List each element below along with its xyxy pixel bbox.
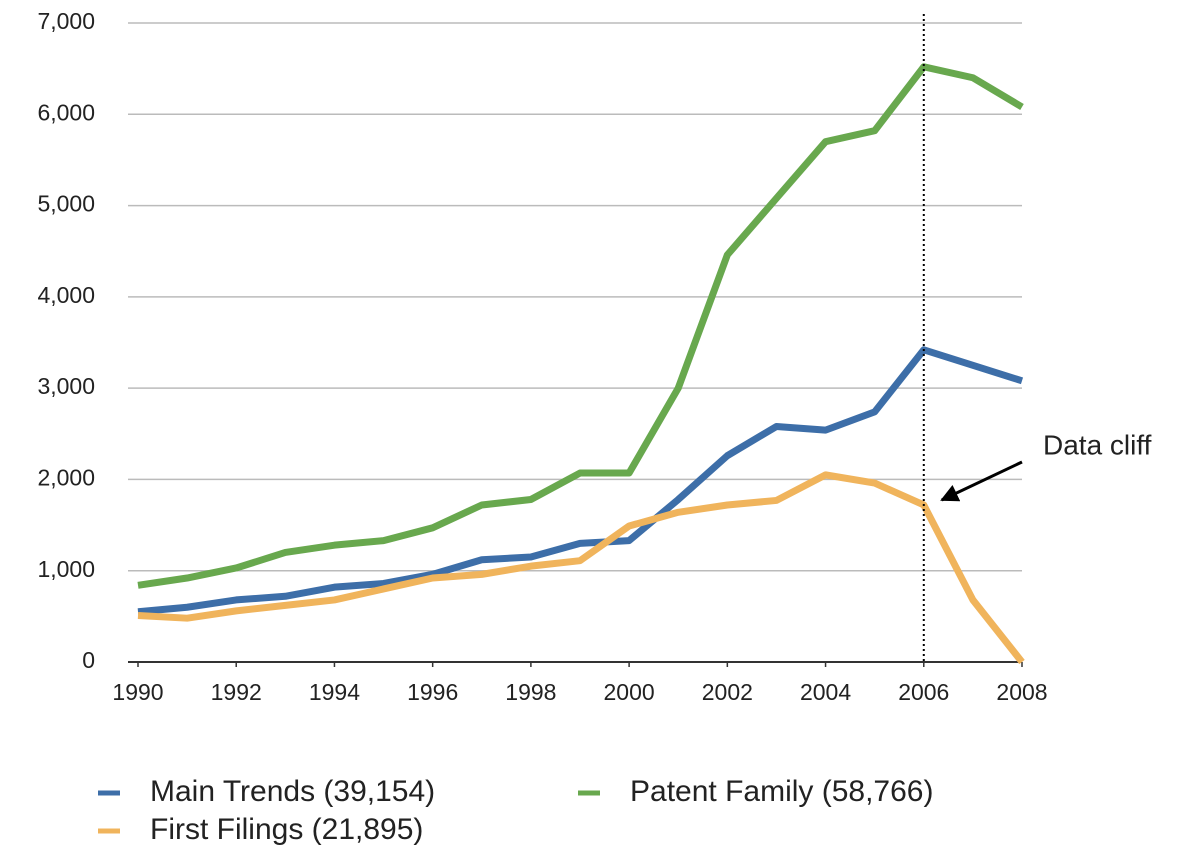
x-tick-label: 1994: [309, 679, 360, 705]
x-tick-label: 1996: [407, 679, 458, 705]
y-tick-label: 0: [82, 647, 95, 673]
legend-label: Patent Family (58,766): [630, 775, 933, 808]
y-tick-label: 2,000: [37, 465, 95, 491]
series-line: [137, 63, 1024, 589]
x-tick-label: 1998: [505, 679, 556, 705]
legend-label: First Filings (21,895): [150, 813, 423, 846]
x-tick-label: 1990: [112, 679, 163, 705]
x-tick-label: 2004: [800, 679, 851, 705]
x-tick-label: 2000: [604, 679, 655, 705]
x-tick-label: 2002: [702, 679, 753, 705]
annotation-arrow: [940, 460, 1023, 502]
x-tick-label: 2008: [996, 679, 1047, 705]
series-line: [137, 346, 1024, 616]
y-tick-label: 6,000: [37, 99, 95, 125]
y-tick-label: 4,000: [37, 282, 95, 308]
series-line: [137, 471, 1025, 665]
x-tick-label: 2006: [898, 679, 949, 705]
y-tick-label: 7,000: [37, 8, 95, 34]
y-tick-label: 3,000: [37, 373, 95, 399]
x-tick-label: 1992: [211, 679, 262, 705]
y-tick-label: 1,000: [37, 556, 95, 582]
annotation-text: Data cliff: [1043, 429, 1152, 460]
legend-label: Main Trends (39,154): [150, 775, 435, 808]
y-tick-label: 5,000: [37, 191, 95, 217]
